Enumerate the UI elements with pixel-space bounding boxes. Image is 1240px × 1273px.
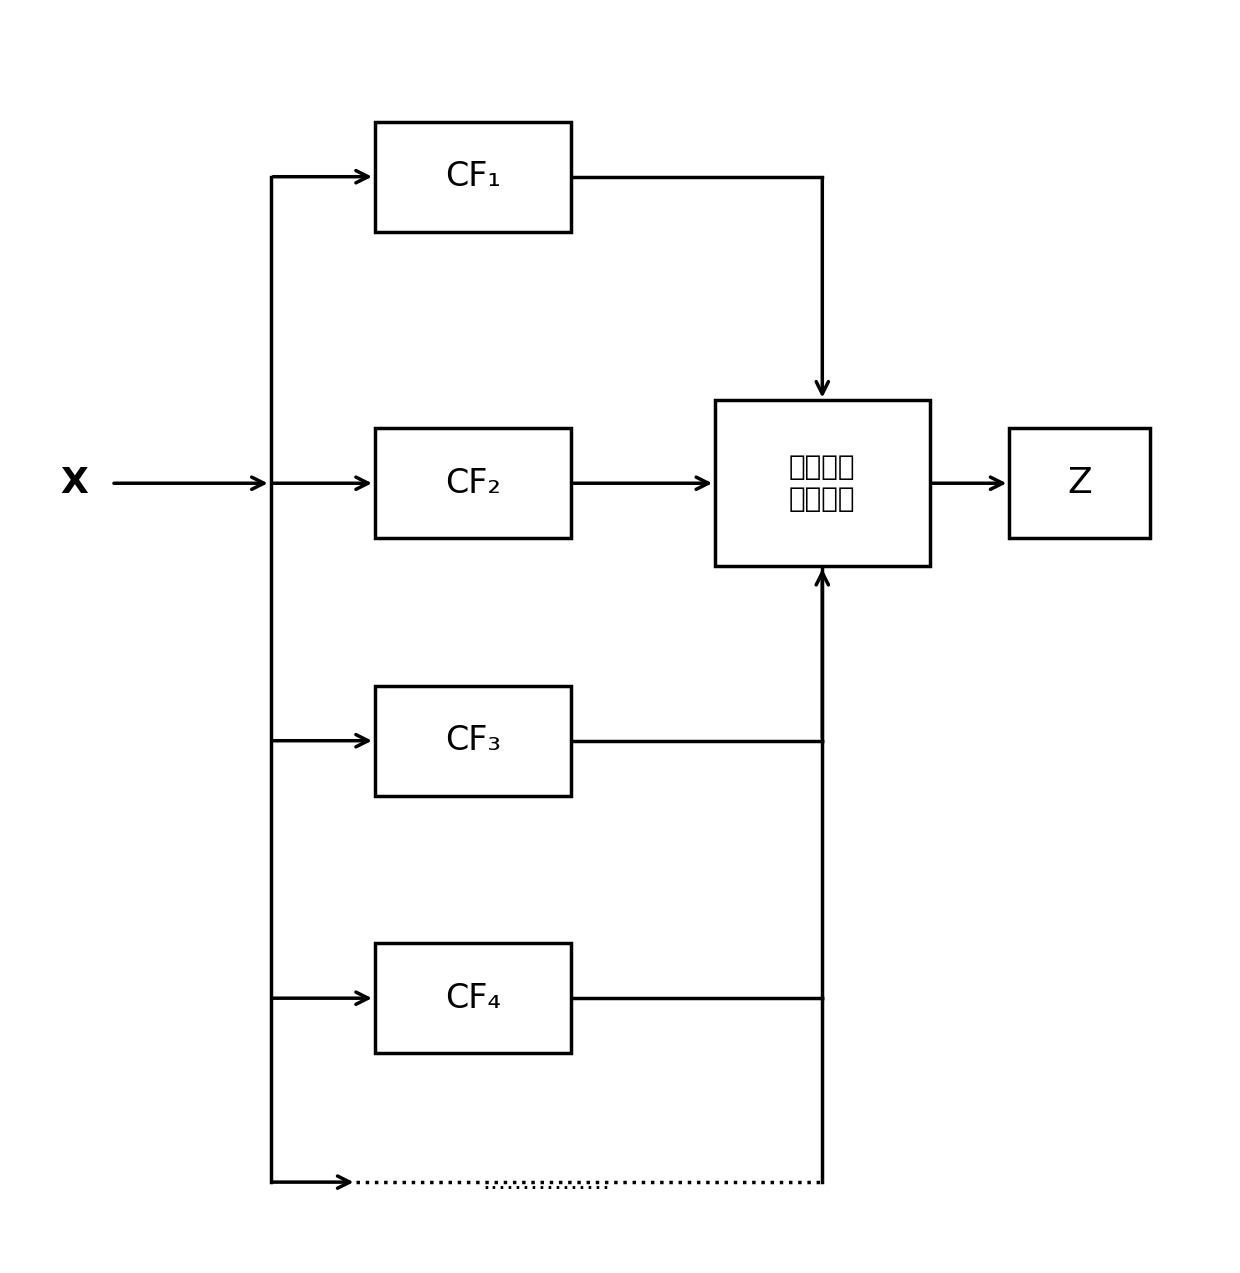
Text: X: X	[61, 466, 88, 500]
Bar	[1009, 428, 1151, 538]
Text: 选取相似
度最大值: 选取相似 度最大值	[789, 453, 856, 513]
Bar	[374, 121, 570, 232]
Text: CF₃: CF₃	[445, 724, 501, 757]
Text: CF₂: CF₂	[445, 467, 501, 500]
Text: Z: Z	[1068, 466, 1092, 500]
Bar	[715, 401, 930, 566]
Text: ................: ................	[482, 1170, 610, 1194]
Bar	[374, 686, 570, 796]
Bar	[374, 943, 570, 1053]
Bar	[374, 428, 570, 538]
Text: CF₄: CF₄	[445, 981, 501, 1015]
Text: CF₁: CF₁	[445, 160, 501, 193]
